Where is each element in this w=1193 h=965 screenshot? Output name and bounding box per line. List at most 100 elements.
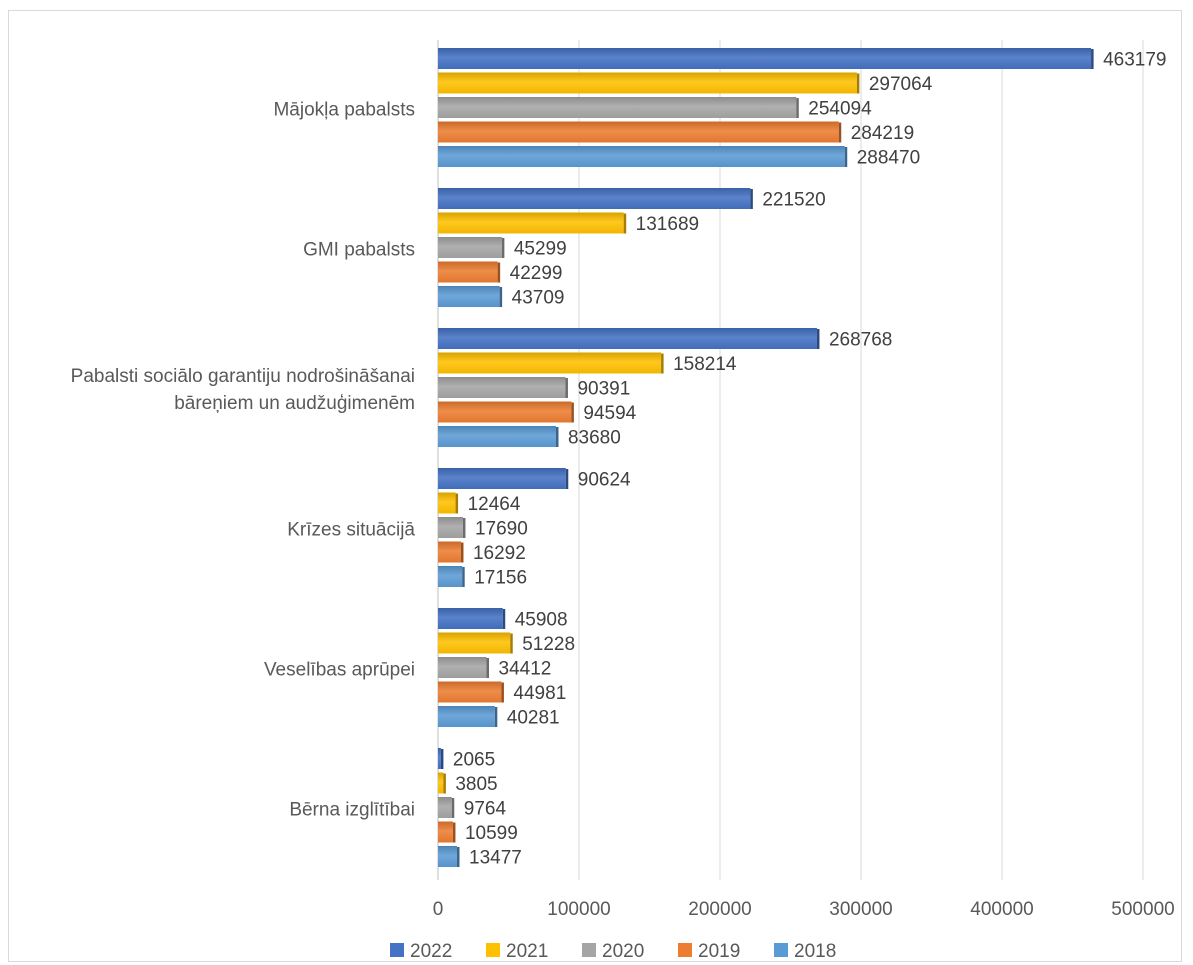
data-label: 10599 [465,823,518,844]
data-label: 131689 [636,214,699,235]
bar-2021[interactable] [438,492,456,514]
data-label: 42299 [510,263,563,284]
legend-label: 2020 [602,941,644,962]
bar-2019[interactable] [438,541,461,563]
bar-2021[interactable] [438,352,662,374]
data-label: 16292 [473,543,526,564]
bar-2021[interactable] [438,772,444,794]
bar-2020[interactable] [438,517,463,538]
data-label: 463179 [1103,50,1166,71]
bar-2022[interactable] [438,748,441,769]
bar-edge-2018 [494,707,498,727]
bar-edge-2018 [457,847,460,867]
bar-2022[interactable] [438,468,566,489]
data-label: 158214 [673,354,737,375]
bar-2019[interactable] [438,121,839,143]
legend-label: 2022 [410,941,452,962]
chart-frame [8,10,1182,962]
bar-2020[interactable] [438,97,797,118]
bar-edge-2020 [451,798,455,818]
data-label: 51228 [522,634,575,655]
legend-label: 2021 [506,941,548,962]
x-tick-label: 200000 [688,899,751,920]
legend-label: 2019 [698,941,740,962]
bar-edge-2018 [555,427,559,447]
x-tick-label: 300000 [829,899,892,920]
bar-2019[interactable] [438,261,498,283]
data-label: 43709 [512,288,565,309]
bar-edge-2021 [623,213,627,234]
legend-swatch-2019 [678,943,692,957]
bar-edge-2019 [838,122,842,143]
bar-2021[interactable] [438,212,624,234]
data-label: 254094 [808,99,872,120]
bar-2019[interactable] [438,401,572,423]
bar-edge-2020 [486,658,490,678]
bar-edge-2022 [816,329,820,349]
x-tick-label: 500000 [1111,899,1174,920]
bar-edge-2022 [1091,49,1094,69]
bar-edge-2021 [455,493,459,514]
bar-edge-2022 [750,189,753,209]
data-label: 13477 [469,848,522,869]
data-label: 9764 [464,799,507,820]
category-label: Bērna izglītībai [289,799,415,820]
bar-2020[interactable] [438,797,452,818]
bar-2018[interactable] [438,706,495,727]
bar-edge-2018 [499,287,503,307]
category-label: Veselības aprūpei [264,659,415,680]
x-tick-label: 400000 [970,899,1033,920]
data-label: 3805 [455,774,497,795]
legend-label: 2018 [794,941,836,962]
bar-edge-2018 [462,567,465,587]
data-label: 268768 [829,330,892,351]
data-label: 288470 [857,148,920,169]
bar-edge-2021 [856,73,860,94]
bar-edge-2019 [452,822,456,843]
bar-2019[interactable] [438,681,502,703]
bar-2018[interactable] [438,286,500,307]
bar-2018[interactable] [438,846,458,867]
bar-2020[interactable] [438,657,487,678]
category-label: bāreņiem un audžuģimenēm [174,393,415,414]
data-label: 90624 [578,470,631,491]
bar-2020[interactable] [438,377,566,398]
data-label: 12464 [468,494,521,515]
data-label: 45299 [514,239,567,260]
category-label: Krīzes situācijā [287,519,415,540]
legend-swatch-2021 [486,943,500,957]
bar-2022[interactable] [438,48,1092,69]
x-tick-label: 100000 [547,899,610,920]
bar-2020[interactable] [438,237,502,258]
x-tick-label: 0 [433,899,444,920]
legend-swatch-2018 [774,943,788,957]
bar-edge-2020 [462,518,466,538]
bar-edge-2021 [443,773,446,794]
legend-swatch-2020 [582,943,596,957]
bar-edge-2020 [796,98,799,118]
bar-2019[interactable] [438,821,453,843]
bar-2021[interactable] [438,632,511,654]
data-label: 44981 [513,683,566,704]
data-label: 284219 [851,123,914,144]
bar-2022[interactable] [438,188,751,209]
legend-swatch-2022 [390,943,404,957]
bar-edge-2019 [460,542,464,563]
data-label: 40281 [507,708,560,729]
data-label: 34412 [499,659,552,680]
bar-2022[interactable] [438,328,817,349]
bar-edge-2021 [661,353,664,374]
data-label: 221520 [762,190,825,211]
data-label: 2065 [453,750,495,771]
bar-edge-2021 [510,633,513,654]
bar-edge-2022 [440,749,444,769]
category-label: Pabalsti sociālo garantiju nodrošināšana… [71,366,415,387]
bar-edge-2018 [844,147,848,167]
bar-2018[interactable] [438,566,463,587]
bar-2018[interactable] [438,426,556,447]
data-label: 17156 [474,568,527,589]
bar-2018[interactable] [438,146,845,167]
bar-2021[interactable] [438,72,857,94]
bar-2022[interactable] [438,608,503,629]
